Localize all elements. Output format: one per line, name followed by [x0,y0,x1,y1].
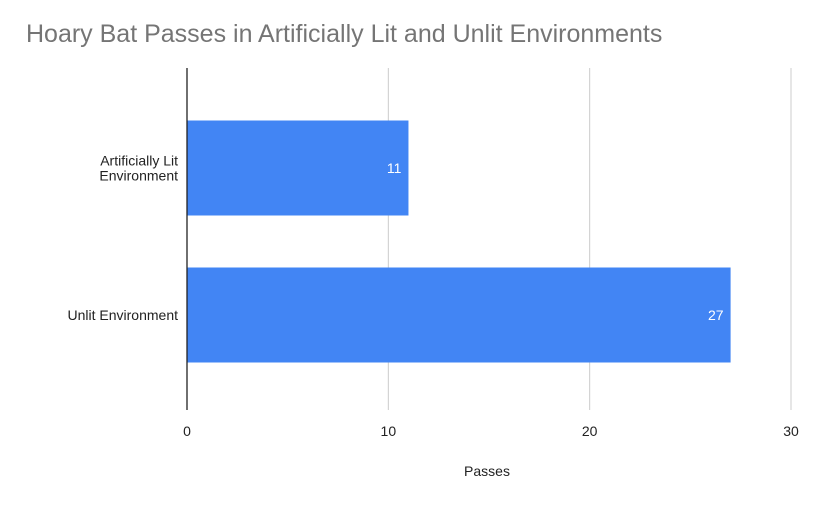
category-label-0-line-0: Artificially Lit [100,153,178,169]
chart-title: Hoary Bat Passes in Artificially Lit and… [26,20,663,48]
category-label-0: Artificially Lit Environment [99,153,178,184]
category-label-1-line-0: Unlit Environment [68,307,179,323]
bar-1 [187,267,731,363]
bar-0 [187,120,409,216]
x-tick-label-10: 10 [381,423,397,439]
category-label-0-line-1: Environment [99,168,178,184]
data-label-1: 27 [708,307,724,323]
x-axis-title: Passes [464,463,510,479]
x-tick-label-30: 30 [783,423,799,439]
x-tick-label-20: 20 [582,423,598,439]
category-label-1: Unlit Environment [68,307,179,323]
x-tick-label-0: 0 [183,423,191,439]
data-label-0: 11 [387,160,402,176]
